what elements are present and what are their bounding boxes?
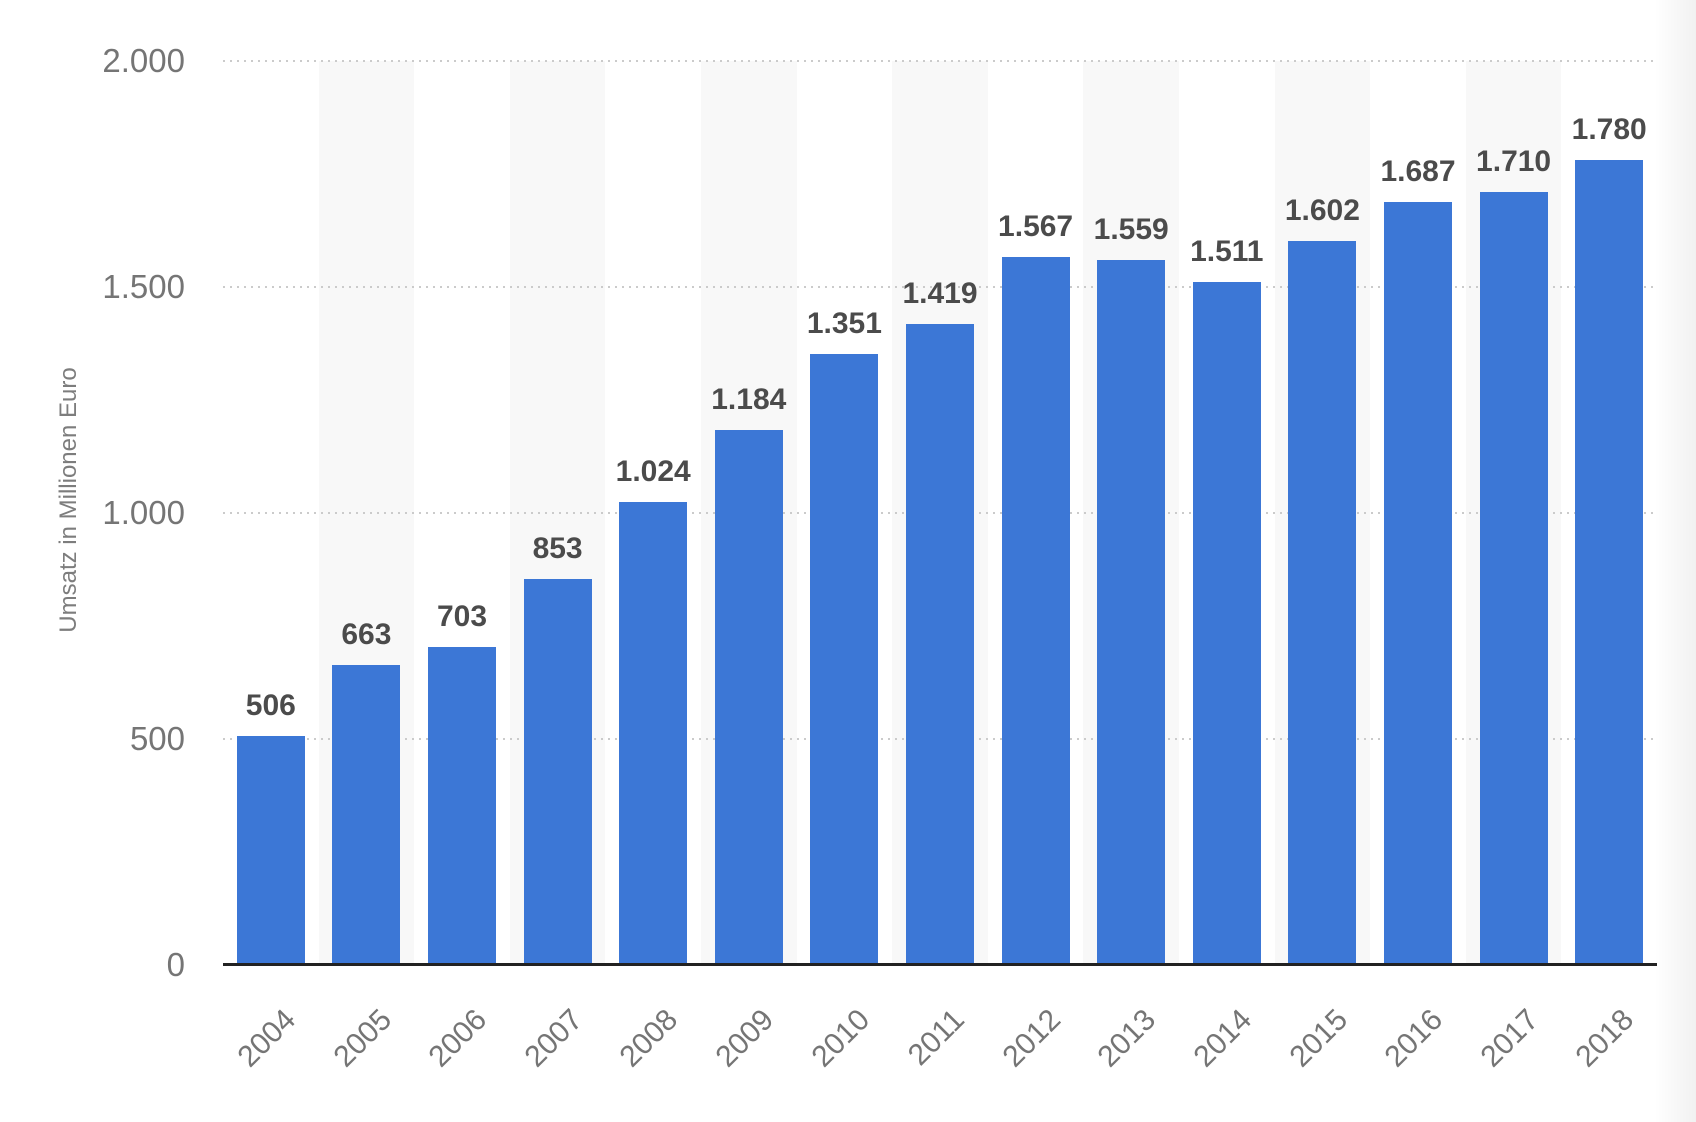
bar-2018[interactable]	[1575, 160, 1644, 965]
value-label-2013: 1.559	[1093, 213, 1169, 247]
value-label-2018: 1.780	[1571, 113, 1647, 147]
x-axis-label-2013: 2013	[1092, 1003, 1163, 1074]
bar-2016[interactable]	[1384, 202, 1452, 965]
value-label-2017: 1.710	[1476, 145, 1552, 179]
value-label-2016: 1.687	[1380, 155, 1456, 189]
value-label-2014: 1.511	[1190, 235, 1264, 269]
bar-2011[interactable]	[906, 323, 974, 965]
y-tick-label-500: 500	[129, 720, 185, 757]
bar-2006[interactable]	[428, 647, 496, 965]
value-label-2011: 1.419	[902, 276, 978, 310]
x-axis-label-2016: 2016	[1378, 1003, 1450, 1074]
x-axis-label-2004: 2004	[231, 1003, 303, 1074]
x-axis-label-2014: 2014	[1187, 1003, 1259, 1074]
bar-2017[interactable]	[1479, 192, 1548, 965]
x-axis-label-2012: 2012	[996, 1003, 1067, 1074]
y-tick-label-2000: 2.000	[102, 42, 185, 79]
value-label-2009: 1.184	[711, 382, 787, 416]
value-label-2010: 1.351	[806, 307, 882, 341]
bar-2015[interactable]	[1288, 240, 1357, 965]
bar-2004[interactable]	[236, 736, 305, 965]
plot-area: 506 663 703 853 1.024 1.184 1.351 1.419 1.567 1.5…	[223, 60, 1657, 965]
bar-2012[interactable]	[1001, 256, 1070, 965]
y-tick-label-1500: 1.500	[102, 268, 185, 305]
gridline-2000	[223, 60, 1657, 62]
x-axis-label-2015: 2015	[1283, 1003, 1354, 1074]
y-tick-label-1000: 1.000	[102, 494, 185, 531]
y-tick-label-0: 0	[166, 946, 185, 983]
x-axis-label-2007: 2007	[518, 1003, 589, 1074]
gridline-1500	[223, 286, 1657, 288]
bar-2007[interactable]	[523, 579, 592, 965]
x-axis-label-2017: 2017	[1474, 1003, 1545, 1074]
x-axis-label-2018: 2018	[1570, 1003, 1641, 1074]
x-axis-label-2010: 2010	[805, 1003, 876, 1074]
x-axis-label-2011: 2011	[902, 1003, 972, 1072]
bar-2014[interactable]	[1192, 282, 1261, 965]
bar-2010[interactable]	[810, 354, 879, 965]
x-axis-line	[223, 963, 1657, 966]
bar-2008[interactable]	[619, 502, 688, 965]
x-axis-label-2005: 2005	[327, 1003, 398, 1074]
value-label-2007: 853	[532, 532, 583, 566]
bar-2005[interactable]	[332, 665, 401, 965]
value-label-2008: 1.024	[615, 455, 691, 489]
bar-2009[interactable]	[714, 429, 783, 965]
x-axis-label-2006: 2006	[422, 1003, 494, 1074]
x-axis-label-2009: 2009	[709, 1003, 781, 1074]
value-label-2012: 1.567	[998, 209, 1074, 243]
value-label-2005: 663	[341, 618, 392, 652]
value-label-2006: 703	[436, 600, 488, 634]
value-label-2004: 506	[245, 689, 296, 723]
bar-2013[interactable]	[1097, 260, 1166, 965]
value-label-2015: 1.602	[1284, 193, 1360, 227]
right-edge-shade	[1654, 0, 1696, 1122]
x-axis-label-2008: 2008	[614, 1003, 685, 1074]
